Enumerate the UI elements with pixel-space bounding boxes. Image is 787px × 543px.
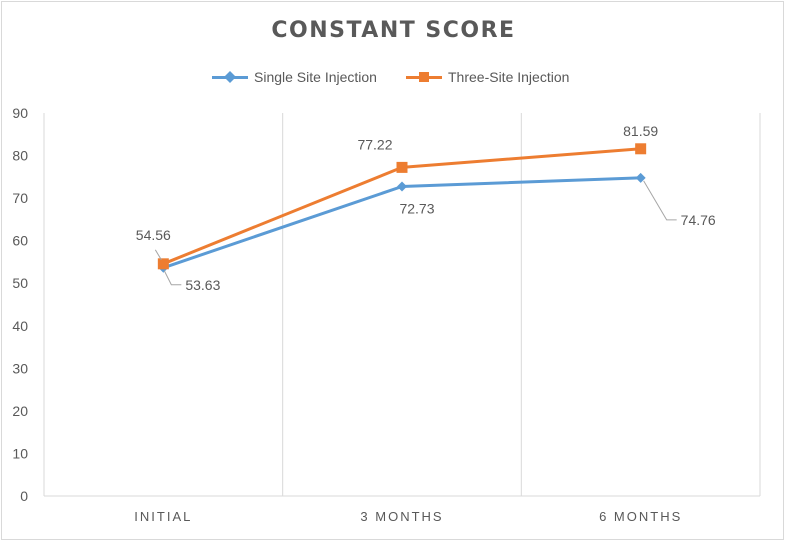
y-tick-label: 90 — [12, 105, 28, 121]
y-tick-label: 80 — [12, 148, 28, 164]
data-point-three-site — [635, 143, 647, 155]
data-point-three-site — [157, 258, 169, 270]
x-tick-label: 6 MONTHS — [599, 509, 682, 524]
legend-item-three-site: Three-Site Injection — [406, 66, 569, 88]
data-label-leader-line — [154, 249, 162, 261]
data-point-single-site — [635, 172, 646, 183]
y-tick-label: 60 — [12, 233, 28, 249]
data-point-single-site — [397, 181, 407, 192]
y-tick-label: 20 — [12, 403, 28, 419]
chart-legend: Single Site Injection Three-Site Injecti… — [0, 66, 787, 88]
data-label-three-site: 77.22 — [357, 136, 392, 152]
data-label-three-site: 81.59 — [623, 123, 658, 139]
x-tick-label: INITIAL — [134, 509, 192, 524]
y-tick-label: 30 — [12, 360, 28, 376]
x-tick-label: 3 MONTHS — [360, 509, 443, 524]
y-tick-label: 0 — [20, 488, 28, 504]
y-tick-label: 50 — [12, 275, 28, 291]
data-label-single-site: 74.76 — [681, 212, 716, 228]
legend-square-marker-icon — [419, 72, 429, 82]
data-label-single-site: 53.63 — [185, 277, 220, 293]
y-tick-label: 40 — [12, 318, 28, 334]
data-label-leader-line — [643, 180, 677, 221]
data-label-three-site: 54.56 — [136, 227, 171, 243]
legend-label-three-site: Three-Site Injection — [448, 69, 570, 85]
legend-swatch-three-site — [406, 70, 442, 84]
y-tick-label: 10 — [12, 445, 28, 461]
legend-label-single-site: Single Site Injection — [254, 69, 377, 85]
data-label-leader-line — [163, 270, 182, 286]
data-point-three-site — [396, 161, 408, 173]
data-label-single-site: 72.73 — [399, 200, 434, 216]
legend-swatch-single-site — [212, 70, 248, 84]
legend-item-single-site: Single Site Injection — [212, 66, 377, 88]
y-tick-label: 70 — [12, 190, 28, 206]
chart-title: CONSTANT SCORE — [271, 18, 516, 43]
